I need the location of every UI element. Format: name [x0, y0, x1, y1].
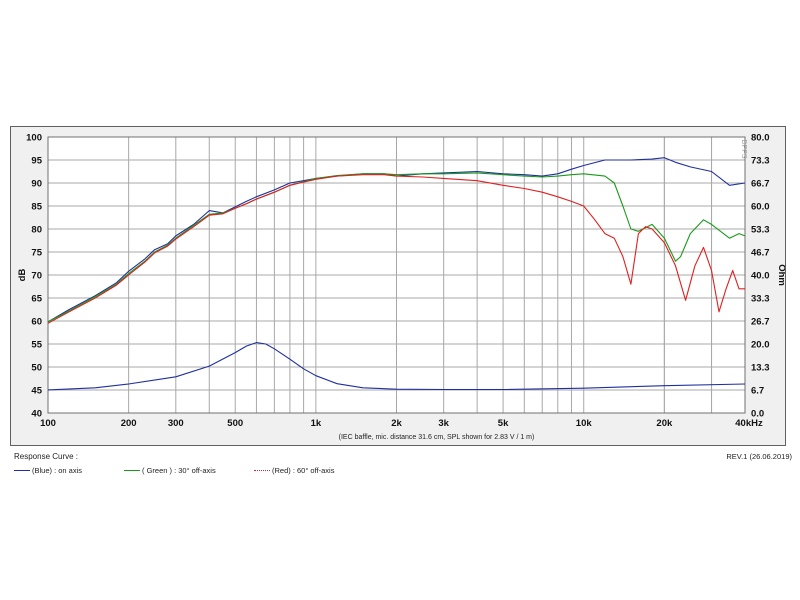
y2-tick-label: 53.3 [751, 225, 770, 236]
y2-tick-label: 6.7 [751, 386, 764, 397]
legend-label-green: ( Green ) : 30° off-axis [142, 466, 216, 475]
y-tick-label: 55 [31, 340, 42, 351]
revision-label: REV.1 (26.06.2019) [726, 452, 792, 461]
legend-swatch-blue [14, 470, 30, 471]
x-tick-label: 2k [391, 418, 402, 429]
plot-border [47, 136, 746, 414]
y2-tick-label: 20.0 [751, 340, 770, 351]
y2-tick-label: 80.0 [751, 133, 770, 144]
x-tick-label: 10k [576, 418, 593, 429]
chart-frame: 40 45 50 55 60 65 70 75 80 85 90 95 100 0.0 6.7 13.3 20.… [10, 126, 786, 446]
series-60-off-axis [47, 174, 745, 324]
y-tick-label: 90 [31, 179, 42, 190]
y2-tick-label: 33.3 [751, 294, 770, 305]
series-30-off-axis [47, 172, 746, 323]
legend-label-red: (Red) : 60° off-axis [272, 466, 335, 475]
legend-swatch-red [254, 470, 270, 471]
y2-tick-label: 73.3 [751, 156, 770, 167]
x-tick-label: 100 [40, 418, 56, 429]
x-tick-label: 5k [498, 418, 509, 429]
y2-tick-label: 60.0 [751, 202, 770, 213]
y-tick-label: 70 [31, 271, 42, 282]
y2-tick-label: 40.0 [751, 271, 770, 282]
y-tick-label: 65 [31, 294, 42, 305]
x-tick-label: 3k [438, 418, 449, 429]
legend-item-green: ( Green ) : 30° off-axis [124, 466, 216, 475]
y2-tick-label: 66.7 [751, 179, 770, 190]
y2-axis-title: Ohm [776, 264, 785, 286]
y2-tick-label: 13.3 [751, 363, 770, 374]
x-tick-label: 500 [227, 418, 243, 429]
y-tick-label: 40 [31, 409, 42, 420]
y2-tick-label: 26.7 [751, 317, 770, 328]
frequency-response-chart: 40 45 50 55 60 65 70 75 80 85 90 95 100 0.0 6.7 13.3 20.… [17, 133, 785, 442]
y-axis-title: dB [17, 269, 28, 282]
x-tick-label: 1k [311, 418, 322, 429]
legend-item-blue: (Blue) : on axis [14, 466, 82, 475]
y2-tick-label: 46.7 [751, 248, 770, 259]
x-tick-label: 300 [168, 418, 184, 429]
x-tick-label: 40kHz [735, 418, 763, 429]
series-impedance [47, 342, 746, 391]
y-tick-label: 75 [31, 248, 42, 259]
y-tick-label: 95 [31, 156, 42, 167]
y-tick-label: 60 [31, 317, 42, 328]
measurement-note: (IEC baffle, mic. distance 31.6 cm, SPL … [339, 434, 535, 441]
legend-title: Response Curve : [14, 452, 79, 461]
legend-item-red: (Red) : 60° off-axis [254, 466, 334, 475]
y2-tick-label: 0.0 [751, 409, 764, 420]
logo-text: DPPS [740, 139, 747, 158]
x-tick-label: 20k [656, 418, 673, 429]
y-tick-label: 80 [31, 225, 42, 236]
legend-swatch-green [124, 470, 140, 471]
y-tick-label: 45 [31, 386, 42, 397]
y-tick-label: 85 [31, 202, 42, 213]
legend-label-blue: (Blue) : on axis [32, 466, 83, 475]
x-tick-label: 200 [121, 418, 137, 429]
y-tick-label: 50 [31, 363, 42, 374]
y-tick-label: 100 [26, 133, 42, 144]
